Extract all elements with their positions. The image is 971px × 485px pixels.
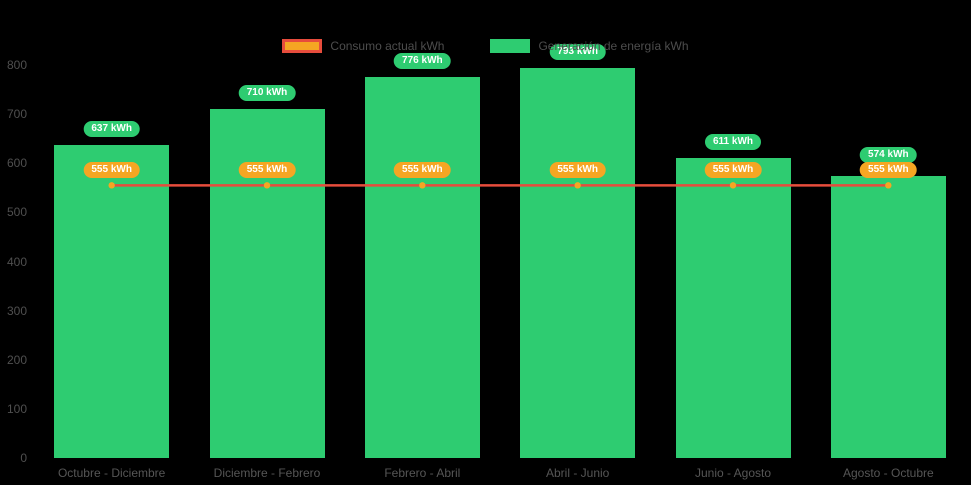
bar-junio-agosto[interactable]: [675, 157, 791, 458]
line-value-pill: 555 kWh: [238, 162, 296, 179]
y-axis-label: 800: [6, 58, 27, 72]
legend-item-generacion[interactable]: Generación de energía kWh: [490, 39, 689, 53]
x-axis-label: Agosto - Octubre: [842, 466, 934, 480]
bar-value-pill: 776 kWh: [394, 52, 451, 69]
y-axis-label: 0: [20, 451, 27, 465]
bar-agosto-octubre[interactable]: [830, 176, 946, 458]
y-axis-label: 400: [6, 254, 27, 269]
bar-octubre-diciembre[interactable]: [54, 145, 170, 458]
line-value-pill: 555 kWh: [549, 162, 606, 179]
chart-legend: Consumo actual kWh Generación de energía…: [0, 39, 971, 53]
y-axis-label: 500: [6, 205, 27, 220]
line-value-pill: 555 kWh: [394, 162, 451, 179]
x-axis-label: Octubre - Diciembre: [57, 466, 166, 480]
line-value-pill: 555 kWh: [860, 162, 917, 179]
x-axis-label: Febrero - Abril: [384, 466, 461, 480]
bar-value-pill: 574 kWh: [860, 147, 917, 164]
x-axis-label: Abril - Junio: [545, 466, 610, 480]
bar-febrero-abril[interactable]: [364, 76, 480, 458]
line-value-pill: 555 kWh: [83, 162, 140, 179]
bar-value-pill: 793 kWh: [549, 44, 606, 61]
y-axis-label: 600: [6, 156, 27, 171]
consumo-swatch-icon: [282, 39, 323, 53]
x-axis-label: Diciembre - Febrero: [213, 466, 321, 480]
line-value-pill: 555 kWh: [704, 162, 762, 179]
legend-label-generacion: Generación de energía kWh: [538, 39, 689, 53]
bar-value-pill: 611 kWh: [704, 133, 762, 150]
bar-abril-junio[interactable]: [520, 68, 636, 458]
legend-label-consumo: Consumo actual kWh: [330, 39, 445, 53]
y-axis-label: 100: [6, 401, 27, 416]
bar-value-pill: 710 kWh: [238, 85, 296, 102]
bar-value-pill: 637 kWh: [83, 121, 140, 138]
legend-item-consumo[interactable]: Consumo actual kWh: [282, 39, 444, 53]
y-axis-label: 200: [6, 352, 27, 367]
x-axis-label: Junio - Agosto: [694, 466, 772, 480]
generacion-swatch-icon: [490, 39, 531, 53]
y-axis-label: 700: [6, 107, 27, 122]
y-axis-label: 300: [6, 303, 27, 318]
